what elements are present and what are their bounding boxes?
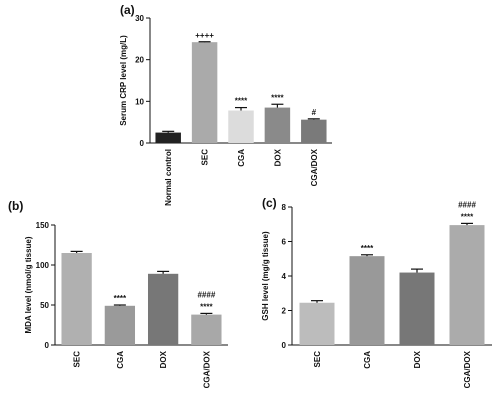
x-tick-label: CGA/DOX: [202, 350, 211, 388]
bar: [299, 302, 335, 345]
y-tick-label: 100: [36, 261, 50, 270]
y-tick-label: 0: [140, 139, 145, 148]
y-tick-label: 0: [45, 341, 50, 350]
panel-label: (b): [8, 199, 23, 213]
bar: [301, 119, 327, 143]
bar: [399, 272, 435, 345]
y-tick-label: 6: [282, 238, 287, 247]
bar: [104, 305, 136, 345]
significance-label: ****: [461, 212, 474, 221]
bar: [228, 110, 254, 143]
bar: [264, 107, 291, 143]
y-tick-label: 10: [135, 97, 144, 106]
x-tick-label: SEC: [313, 351, 322, 368]
y-tick-label: 2: [282, 307, 287, 316]
bar: [191, 314, 222, 345]
x-tick-label: CGA/DOX: [310, 148, 319, 186]
y-tick-label: 20: [135, 56, 144, 65]
bar: [349, 256, 385, 345]
x-tick-label: CGA: [363, 351, 372, 369]
x-tick-label: CGA: [237, 149, 246, 167]
y-tick-label: 0: [282, 341, 287, 350]
panel-label: (c): [262, 196, 277, 210]
significance-label: ####: [197, 290, 215, 299]
bar: [147, 273, 179, 345]
x-tick-label: DOX: [273, 148, 282, 166]
bar: [191, 42, 218, 143]
x-tick-label: DOX: [159, 350, 168, 368]
bar: [61, 253, 92, 345]
bar: [155, 132, 181, 143]
bar: [449, 225, 485, 345]
y-tick-label: 4: [282, 272, 287, 281]
significance-label: ++++: [195, 31, 214, 40]
panel-label: (a): [120, 3, 135, 17]
significance-label: #: [312, 108, 317, 117]
x-tick-label: SEC: [73, 351, 82, 368]
x-tick-label: SEC: [201, 149, 210, 166]
y-tick-label: 150: [36, 221, 50, 230]
x-tick-label: CGA: [116, 351, 125, 369]
significance-label: ****: [361, 244, 374, 253]
y-tick-label: 50: [40, 301, 49, 310]
y-tick-label: 30: [135, 14, 144, 23]
significance-label: ****: [271, 93, 284, 102]
x-tick-label: DOX: [413, 350, 422, 368]
y-tick-label: 8: [282, 203, 287, 212]
y-axis-label: GSH level (mg/g tissue): [261, 231, 270, 321]
x-tick-label: CGA/DOX: [463, 350, 472, 388]
significance-label: ****: [235, 97, 248, 106]
significance-label: ####: [458, 200, 476, 209]
significance-label: ****: [114, 294, 127, 303]
x-tick-label: Normal control: [164, 149, 173, 206]
significance-label: ****: [200, 302, 213, 311]
y-axis-label: MDA level (nmol/g tissue): [24, 236, 33, 333]
y-axis-label: Serum CRP level (mg/L): [119, 35, 128, 126]
